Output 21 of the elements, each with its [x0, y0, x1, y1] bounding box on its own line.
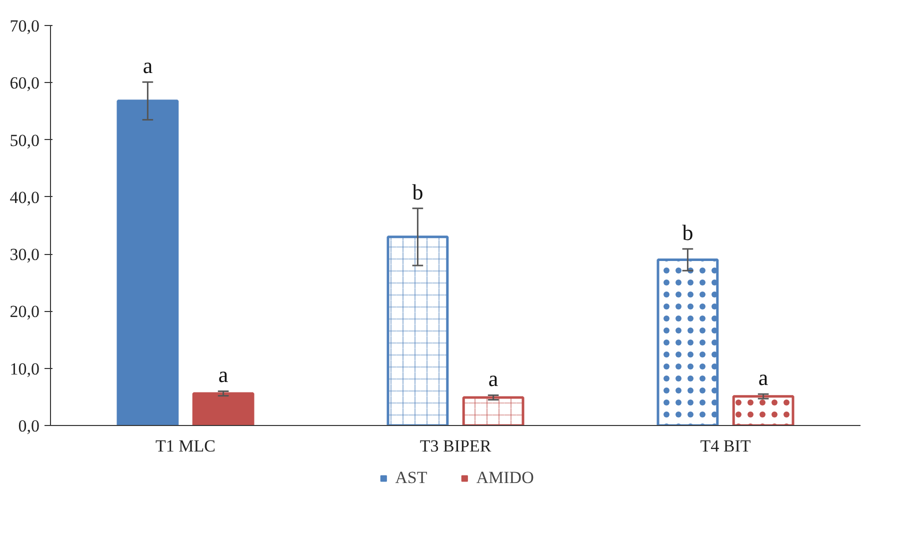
- data-label: a: [218, 362, 228, 388]
- y-tick-label: 70,0: [10, 16, 40, 36]
- bar: [116, 100, 179, 426]
- y-tick-label: 30,0: [10, 245, 40, 264]
- data-label: a: [142, 53, 153, 78]
- legend-label: AMIDO: [476, 468, 534, 488]
- data-label: b: [682, 220, 694, 245]
- data-label: b: [412, 179, 424, 204]
- y-tick-label: 60,0: [10, 74, 40, 93]
- y-tick-label: 10,0: [10, 359, 40, 378]
- y-tick-label: 40,0: [10, 188, 40, 207]
- x-tick-label: T4 BIT: [700, 436, 752, 456]
- y-tick-label: 50,0: [10, 130, 40, 150]
- x-tick-label: T1 MLC: [156, 436, 216, 456]
- legend-label: AST: [395, 468, 428, 488]
- x-tick-label: T3 BIPER: [420, 436, 492, 456]
- data-label: a: [488, 366, 498, 392]
- y-tick-label: 20,0: [10, 302, 40, 322]
- bar: [192, 392, 254, 426]
- data-label: a: [758, 365, 768, 390]
- y-tick-label: 0,0: [18, 416, 40, 436]
